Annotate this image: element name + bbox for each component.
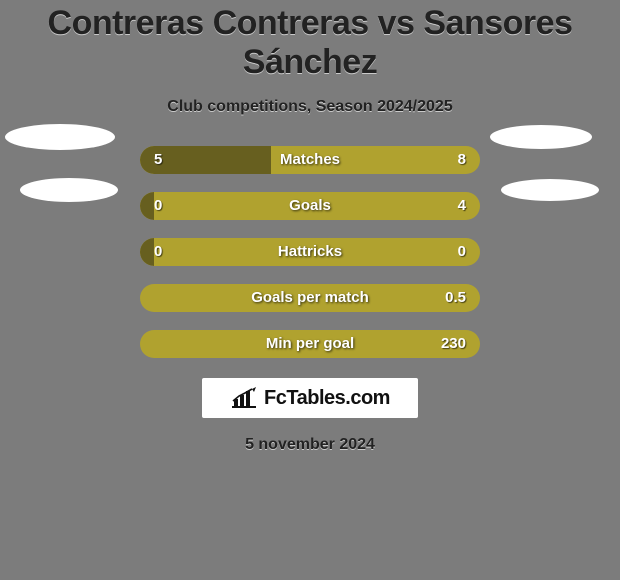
decorative-ellipse — [490, 125, 592, 149]
root: Contreras Contreras vs Sansores Sánchez … — [0, 0, 620, 580]
bar-row: 04Goals — [140, 192, 480, 220]
bar-label: Goals — [140, 192, 480, 220]
decorative-ellipse — [20, 178, 118, 202]
bar-row: 58Matches — [140, 146, 480, 174]
subtitle: Club competitions, Season 2024/2025 — [0, 98, 620, 116]
decorative-ellipse — [501, 179, 599, 201]
watermark-text: FcTables.com — [264, 387, 390, 410]
chart-icon — [230, 387, 258, 409]
bar-row: 0.5Goals per match — [140, 284, 480, 312]
bar-label: Min per goal — [140, 330, 480, 358]
bar-label: Matches — [140, 146, 480, 174]
watermark: FcTables.com — [202, 378, 418, 418]
date-text: 5 november 2024 — [0, 436, 620, 454]
bar-label: Hattricks — [140, 238, 480, 266]
comparison-bars: 58Matches 04Goals 00Hattricks 0.5Goals per … — [0, 146, 620, 358]
page-title: Contreras Contreras vs Sansores Sánchez — [0, 0, 620, 82]
bar-label: Goals per match — [140, 284, 480, 312]
bar-row: 00Hattricks — [140, 238, 480, 266]
bar-row: 230Min per goal — [140, 330, 480, 358]
decorative-ellipse — [5, 124, 115, 150]
